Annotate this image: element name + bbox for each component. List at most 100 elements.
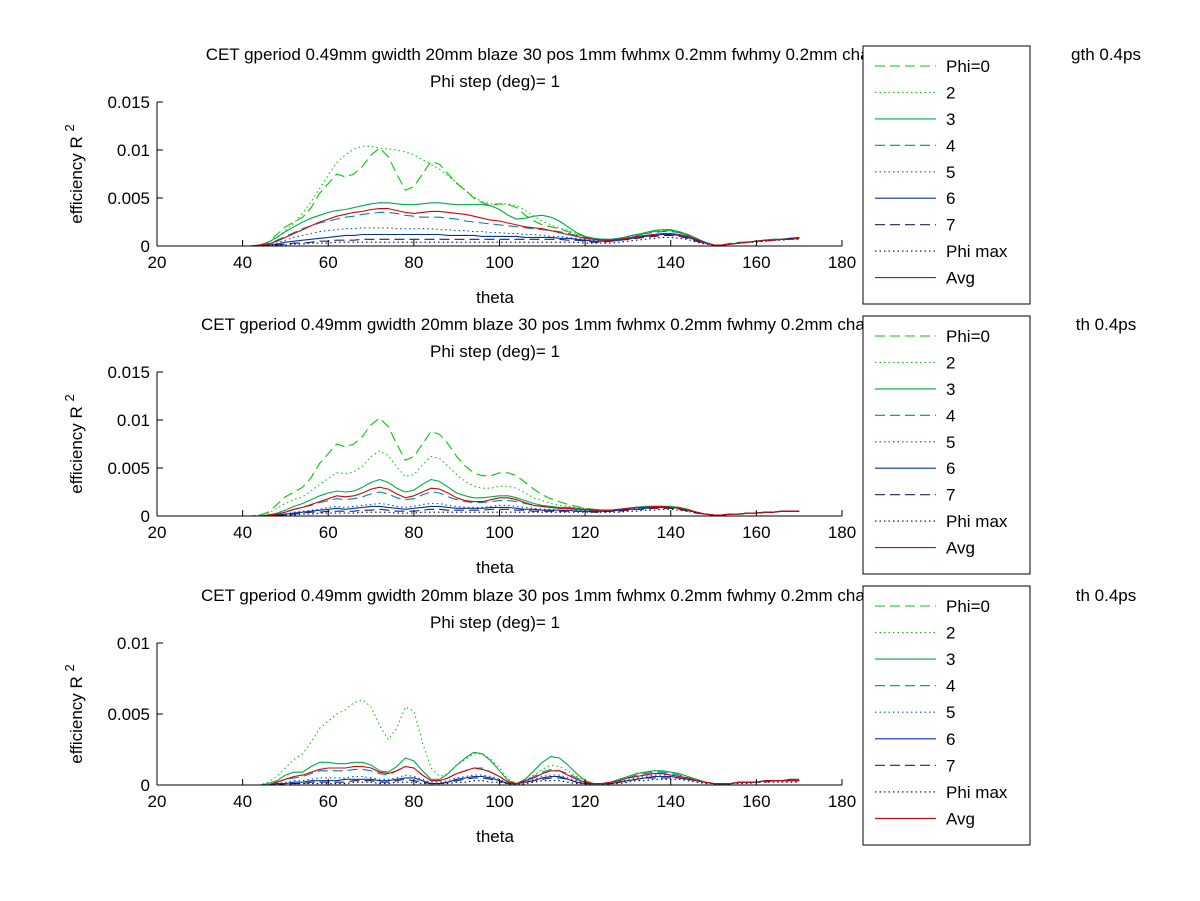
legend-entry: 4 [946, 677, 955, 696]
x-tick-label: 40 [233, 792, 252, 811]
series-group [199, 699, 800, 785]
legend-frame [862, 315, 1031, 575]
y-tick-label: 0 [141, 237, 150, 256]
legend-entry: 6 [946, 730, 955, 749]
y-axis-label: efficiency R 2 [62, 124, 86, 224]
y-tick-label: 0.01 [117, 634, 150, 653]
y-tick-label: 0.01 [117, 141, 150, 160]
legend-entry: Phi=0 [946, 327, 990, 346]
x-tick-label: 180 [828, 253, 856, 272]
legend-entry: Phi max [946, 242, 1008, 261]
y-tick-label: 0 [141, 507, 150, 526]
series-line-1 [199, 147, 800, 246]
y-tick-label: 0.01 [117, 411, 150, 430]
legend-entry: Phi=0 [946, 597, 990, 616]
x-tick-label: 100 [485, 523, 513, 542]
legend-box: Phi=0 2 3 4 5 6 7 Phi max Avg [862, 45, 1031, 305]
series-line-7 [199, 507, 800, 516]
series-group [199, 417, 800, 516]
x-tick-label: 80 [404, 523, 423, 542]
chart-panel-1: CET gperiod 0.49mm gwidth 20mm blaze 30 … [62, 45, 1141, 307]
series-line-2 [199, 450, 800, 516]
legend-entry: Avg [946, 269, 975, 288]
legend-entry: 5 [946, 703, 955, 722]
series-line-5 [199, 502, 800, 516]
y-tick-label: 0.015 [107, 93, 150, 112]
y-axis-label: efficiency R 2 [62, 664, 86, 764]
x-tick-label: 120 [571, 523, 599, 542]
y-tick-label: 0.015 [107, 363, 150, 382]
legend-entry: 7 [946, 216, 955, 235]
x-tick-label: 140 [657, 253, 685, 272]
legend-entry: 3 [946, 650, 955, 669]
series-line-9 [199, 486, 800, 516]
x-tick-label: 160 [742, 253, 770, 272]
series-line-2 [199, 699, 800, 785]
series-line-8 [199, 236, 800, 246]
x-tick-label: 60 [319, 253, 338, 272]
y-tick-label: 0 [141, 776, 150, 795]
legend-entry: 2 [946, 624, 955, 643]
x-tick-label: 80 [404, 253, 423, 272]
series-group [199, 145, 800, 246]
legend-entry: 6 [946, 189, 955, 208]
x-tick-label: 20 [148, 523, 167, 542]
legend-entry: Avg [946, 539, 975, 558]
x-tick-label: 160 [742, 792, 770, 811]
series-line-9 [199, 208, 800, 246]
chart-panel-3: CET gperiod 0.49mm gwidth 20mm blaze 30 … [62, 585, 1137, 846]
legend-entry: Avg [946, 809, 975, 828]
legend-entry: 3 [946, 110, 955, 129]
chart-subtitle: Phi step (deg)= 1 [430, 72, 560, 91]
x-tick-label: 60 [319, 792, 338, 811]
legend-entry: Phi max [946, 783, 1008, 802]
series-line-7 [199, 777, 800, 785]
x-tick-label: 180 [828, 523, 856, 542]
legend-box: Phi=0 2 3 4 5 6 7 Phi max Avg [862, 585, 1031, 846]
x-tick-label: 40 [233, 253, 252, 272]
x-tick-label: 40 [233, 523, 252, 542]
x-axis-label: theta [476, 558, 514, 577]
legend-entry: Phi max [946, 512, 1008, 531]
series-line-4 [199, 211, 800, 246]
x-tick-label: 180 [828, 792, 856, 811]
chart-subtitle: Phi step (deg)= 1 [430, 613, 560, 632]
series-line-7 [199, 234, 800, 246]
series-line-1 [199, 417, 800, 516]
x-axis-label: theta [476, 827, 514, 846]
chart-title: CET gperiod 0.49mm gwidth 20mm blaze 30 … [201, 586, 913, 605]
legend-entry: 6 [946, 459, 955, 478]
chart-title-tail: gth 0.4ps [1071, 45, 1141, 64]
series-line-2 [199, 145, 800, 246]
legend-entry: 5 [946, 433, 955, 452]
legend-entry: 3 [946, 380, 955, 399]
x-tick-label: 100 [485, 253, 513, 272]
x-tick-label: 60 [319, 523, 338, 542]
chart-title: CET gperiod 0.49mm gwidth 20mm blaze 30 … [201, 315, 913, 334]
legend-entry: 2 [946, 353, 955, 372]
legend-entry: 4 [946, 136, 955, 155]
y-tick-label: 0.005 [107, 189, 150, 208]
x-tick-label: 160 [742, 523, 770, 542]
legend-entry: 2 [946, 83, 955, 102]
series-line-9 [199, 765, 800, 785]
x-tick-label: 120 [571, 792, 599, 811]
chart-subtitle: Phi step (deg)= 1 [430, 342, 560, 361]
y-axis-label: efficiency R 2 [62, 394, 86, 494]
chart-title-tail: th 0.4ps [1076, 586, 1137, 605]
x-tick-label: 100 [485, 792, 513, 811]
series-line-5 [199, 774, 800, 785]
x-axis-label: theta [476, 288, 514, 307]
chart-panel-2: CET gperiod 0.49mm gwidth 20mm blaze 30 … [62, 315, 1136, 577]
x-tick-label: 140 [657, 792, 685, 811]
legend-entry: 4 [946, 406, 955, 425]
chart-title-tail: th 0.4ps [1076, 315, 1137, 334]
y-tick-label: 0.005 [107, 459, 150, 478]
x-tick-label: 140 [657, 523, 685, 542]
x-tick-label: 120 [571, 253, 599, 272]
legend-entry: 7 [946, 486, 955, 505]
legend-entry: Phi=0 [946, 57, 990, 76]
legend-entry: 5 [946, 163, 955, 182]
legend-frame [862, 45, 1031, 305]
